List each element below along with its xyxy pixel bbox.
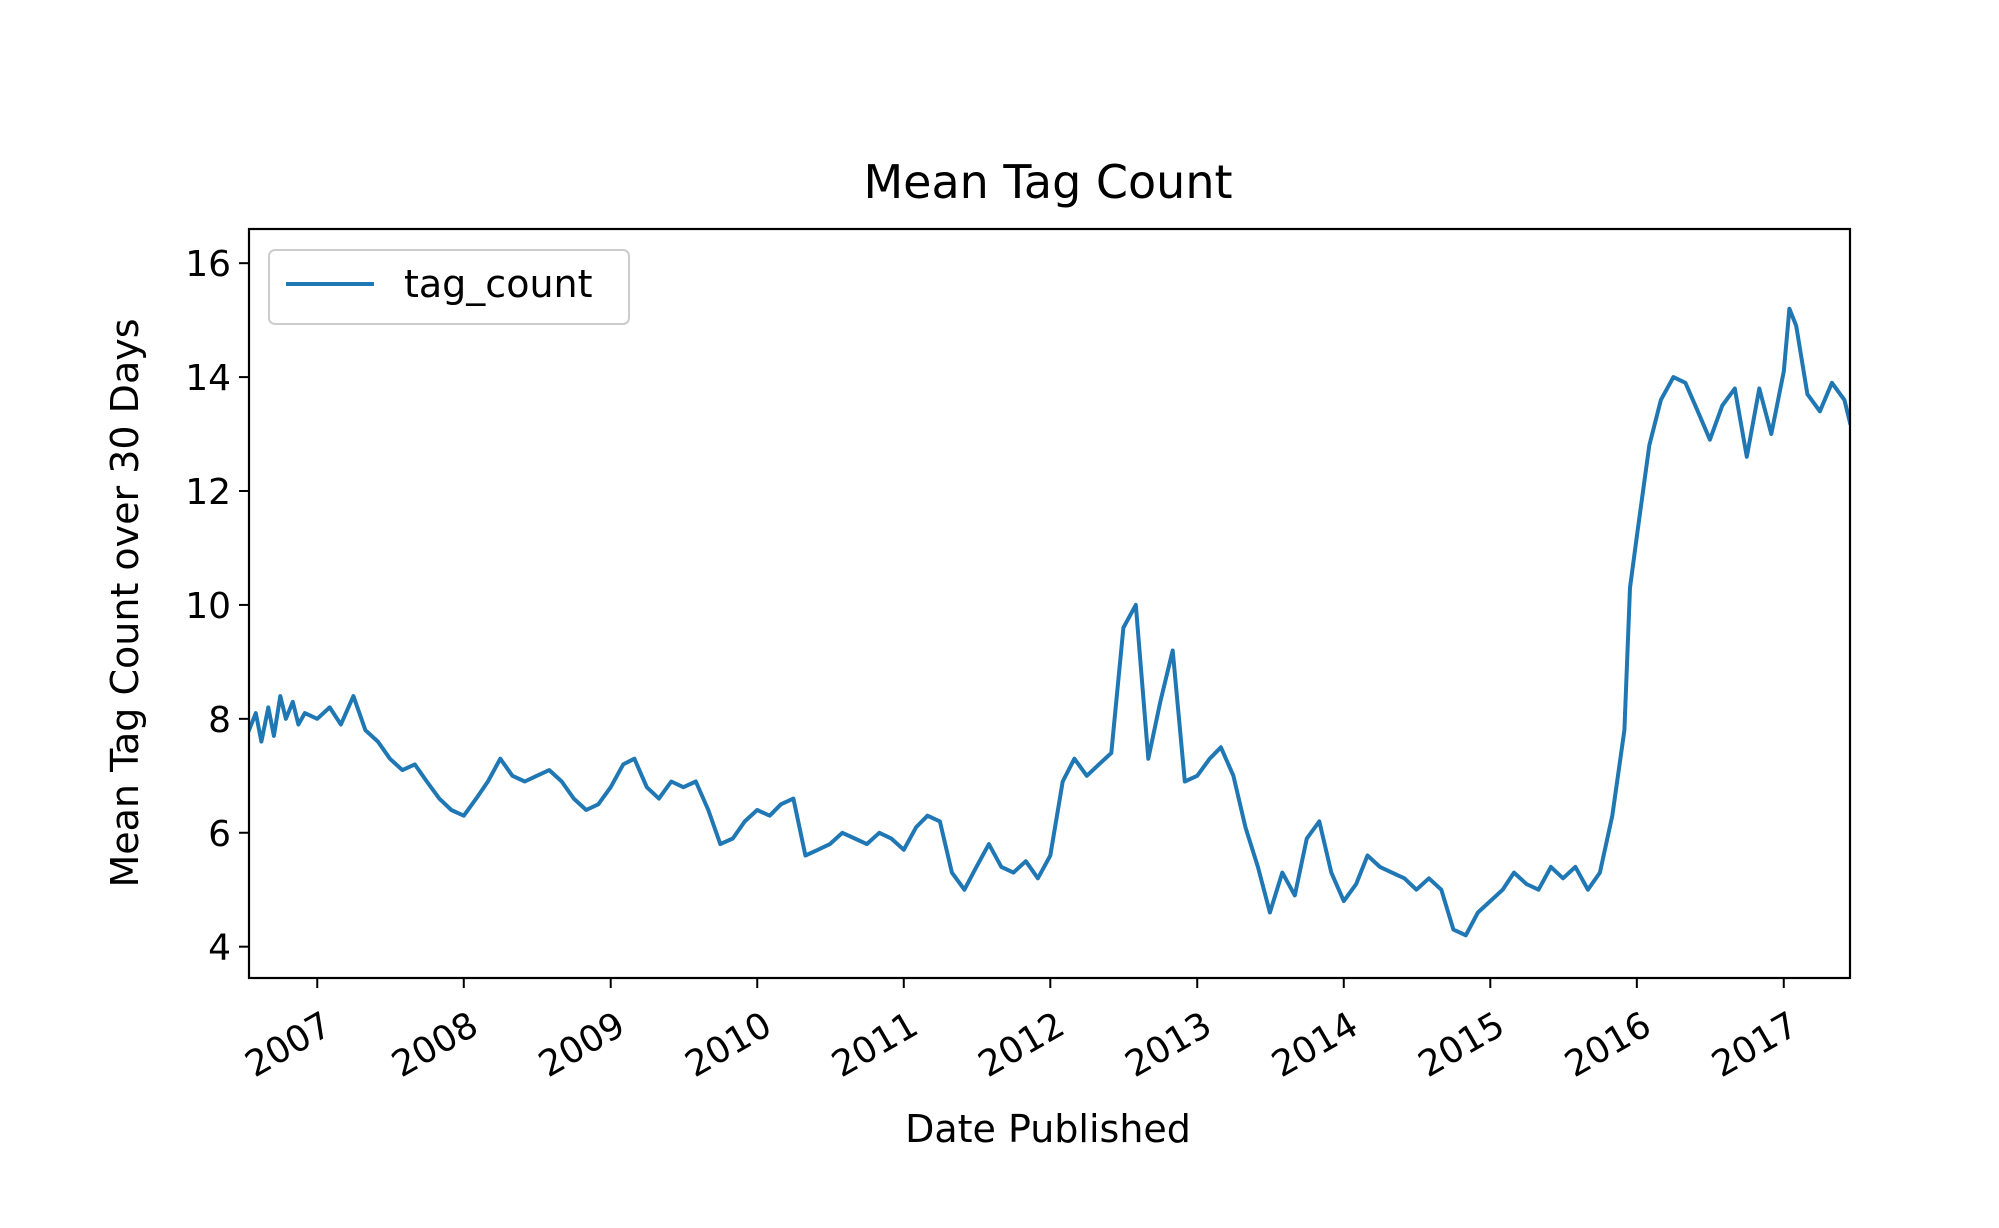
y-tick-label: 4 <box>208 928 231 969</box>
y-tick-label: 8 <box>208 700 231 741</box>
series-line-tag-count <box>249 306 1850 938</box>
y-axis: 4 6 8 10 12 14 16 <box>185 244 249 969</box>
chart-title: Mean Tag Count <box>863 155 1232 209</box>
x-axis-label: Date Published <box>905 1107 1191 1151</box>
legend-entry-tag-count: tag_count <box>404 262 593 306</box>
series-layer <box>249 306 1850 938</box>
y-tick-label: 16 <box>185 244 231 285</box>
y-tick-label: 6 <box>208 814 231 855</box>
y-tick-label: 10 <box>185 586 231 627</box>
legend-box <box>268 249 630 325</box>
y-tick-label: 14 <box>185 358 231 399</box>
y-axis-label: Mean Tag Count over 30 Days <box>103 318 147 887</box>
y-tick-label: 12 <box>185 472 231 513</box>
legend: tag_count <box>268 249 630 325</box>
